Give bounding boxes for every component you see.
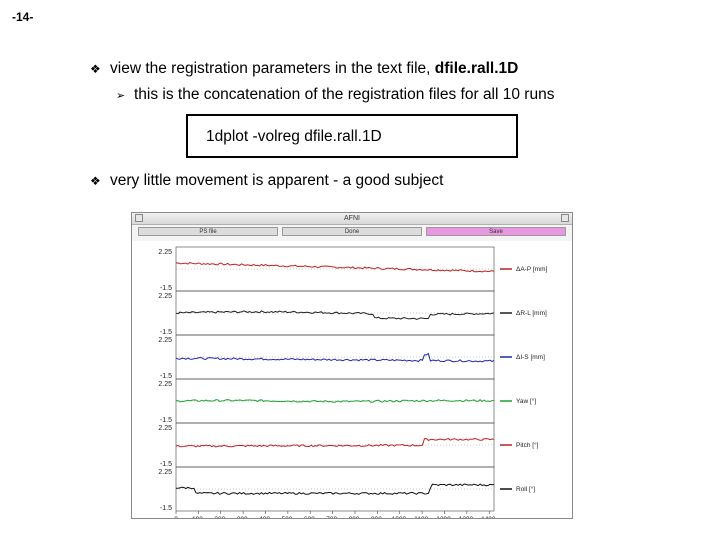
y-tick-label: -1.5 (160, 285, 172, 292)
legend-label: ΔR-L [mm] (516, 310, 547, 317)
x-tick-label: 100. (192, 516, 205, 518)
series-line-2 (175, 352, 495, 363)
legend-label: Pitch [°] (516, 441, 539, 449)
slide-number: -14- (12, 10, 34, 24)
legend-label: Yaw [°] (516, 397, 536, 405)
x-tick-label: 700. (326, 516, 339, 518)
afni-plot-window: AFNI PS file Done Save 2.25 -1.5 ΔA-P [mm]… (131, 212, 573, 519)
diamond-bullet-icon: ❖ (90, 174, 101, 188)
window-titlebar[interactable]: AFNI (132, 213, 572, 225)
bullet-concatenation: ➢ this is the concatenation of the regist… (116, 86, 554, 104)
y-tick-label: -1.5 (160, 329, 172, 336)
bullet-view-params: ❖ view the registration parameters in the… (90, 60, 518, 78)
command-box: 1dplot -volreg dfile.rall.1D (186, 114, 518, 158)
x-tick-label: 200. (214, 516, 227, 518)
bullet-text: view the registration parameters in the … (110, 60, 435, 77)
command-text: 1dplot -volreg dfile.rall.1D (206, 128, 382, 145)
y-tick-label: 2.25 (158, 381, 172, 388)
x-tick-label: 1000. (392, 516, 408, 518)
window-menu-icon[interactable] (135, 214, 143, 222)
close-icon[interactable] (561, 214, 569, 222)
series-line-0 (175, 262, 495, 273)
x-tick-label: 300. (237, 516, 250, 518)
x-tick-label: 900. (371, 516, 384, 518)
filename-text: dfile.rall.1D (434, 60, 519, 77)
x-tick-label: 0 (174, 516, 178, 518)
series-line-1 (175, 310, 495, 320)
x-tick-label: 1100. (414, 516, 430, 518)
diamond-bullet-icon: ❖ (90, 62, 101, 76)
x-tick-label: 1300. (459, 516, 475, 518)
y-tick-label: 2.25 (158, 425, 172, 432)
button-bar: PS file Done Save (132, 225, 572, 239)
y-tick-label: 2.25 (158, 249, 172, 256)
y-tick-label: 2.25 (158, 469, 172, 476)
x-tick-label: 400. (259, 516, 272, 518)
arrow-bullet-icon: ➢ (116, 90, 126, 102)
legend-label: ΔI-S [mm] (516, 354, 545, 361)
y-tick-label: -1.5 (160, 505, 172, 512)
series-line-5 (176, 483, 495, 495)
legend-label: ΔA-P [mm] (516, 266, 548, 273)
volreg-plot: 2.25-1.5ΔA-P [mm]2.25-1.5ΔR-L [mm]2.25-1… (132, 241, 572, 518)
x-tick-label: 1400. (481, 516, 497, 518)
x-tick-label: 800. (349, 516, 362, 518)
y-tick-label: 2.25 (158, 337, 172, 344)
x-tick-label: 600. (304, 516, 317, 518)
y-tick-label: 2.25 (158, 293, 172, 300)
window-title: AFNI (344, 215, 360, 222)
bullet-movement: ❖ very little movement is apparent - a go… (90, 172, 443, 190)
bullet-text: this is the concatenation of the registr… (134, 86, 555, 103)
save-button[interactable]: Save (426, 227, 566, 236)
y-tick-label: -1.5 (160, 461, 172, 468)
bullet-text: very little movement is apparent - a goo… (110, 172, 444, 189)
x-tick-label: 1200. (436, 516, 452, 518)
y-tick-label: -1.5 (160, 417, 172, 424)
y-tick-label: -1.5 (160, 373, 172, 380)
x-tick-label: 500. (282, 516, 295, 518)
done-button[interactable]: Done (282, 227, 422, 236)
ps-file-button[interactable]: PS file (138, 227, 278, 236)
series-line-3 (175, 399, 495, 403)
series-line-4 (175, 437, 495, 448)
legend-label: Roll [°] (516, 485, 535, 493)
